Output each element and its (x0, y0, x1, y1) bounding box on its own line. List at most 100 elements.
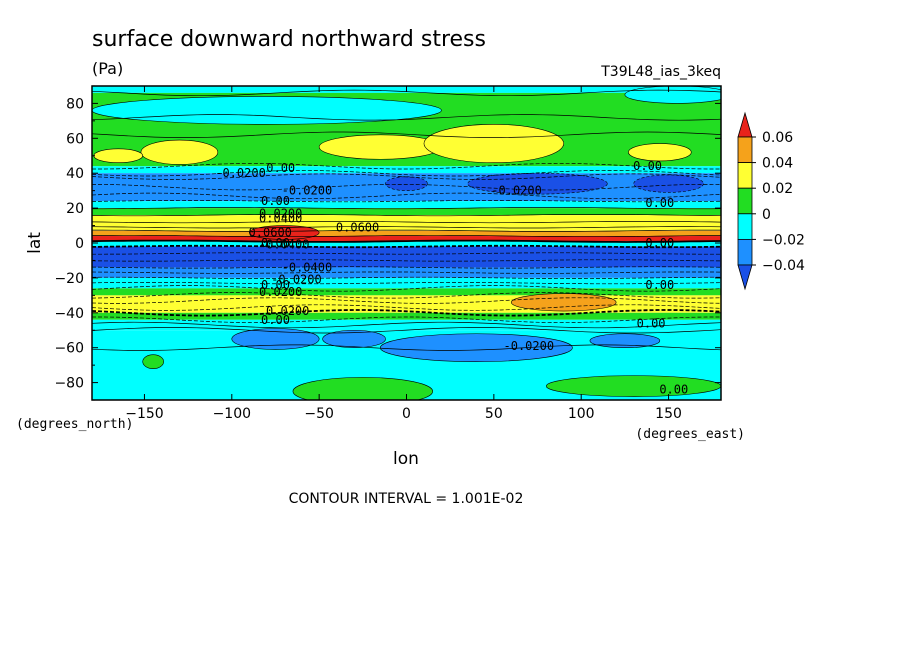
contour-line (92, 244, 721, 249)
contour-line (92, 252, 721, 255)
contour-label: 0.0400 (259, 212, 302, 226)
contour-line (92, 271, 721, 274)
x-axis-label: lon (393, 449, 419, 469)
contour-band (92, 236, 721, 242)
y-tick-label: −80 (54, 376, 84, 392)
contour-label: -0.0200 (282, 184, 333, 198)
contour-cell (140, 139, 219, 165)
contour-band (92, 166, 721, 174)
x-tick-label: 150 (655, 406, 682, 422)
y-tick-label: 60 (66, 131, 84, 147)
contour-label: 0.00 (261, 236, 290, 250)
contour-line (92, 170, 721, 177)
contour-band (92, 312, 721, 320)
contour-band (92, 241, 721, 247)
contour-label: -0.0400 (259, 238, 310, 252)
contour-cell (292, 377, 433, 400)
x-tick-label: 50 (485, 406, 503, 422)
contour-band (92, 201, 721, 209)
contour-line (92, 226, 721, 229)
contour-label: 0.00 (645, 236, 674, 250)
colorbar-swatch (737, 162, 753, 189)
contour-label: 0.00 (645, 278, 674, 292)
colorbar-label: 0.06 (762, 130, 793, 146)
colorbar-min-arrow (737, 264, 753, 291)
contour-label: 0.0200 (259, 285, 302, 299)
contour-cell (379, 333, 573, 362)
contour-band (92, 215, 721, 231)
contour-cell (624, 86, 721, 104)
y-tick-label: −60 (54, 341, 84, 357)
contour-label: 0.00 (633, 159, 662, 173)
colorbar-label: −0.02 (762, 232, 805, 248)
colorbar-label: 0 (762, 207, 771, 223)
contour-label: 0.00 (645, 196, 674, 210)
contour-line (92, 200, 721, 203)
contour-interval-footer: CONTOUR INTERVAL = 1.001E-02 (289, 491, 524, 507)
x-tick-label: 0 (402, 406, 411, 422)
colorbar-swatch (737, 187, 753, 215)
y-tick-label: −40 (54, 306, 84, 322)
contour-band (92, 246, 721, 268)
contour-line (92, 207, 721, 210)
y-tick-label: 40 (66, 166, 84, 182)
contour-cell (231, 328, 320, 350)
colorbar-max-arrow (737, 111, 753, 138)
contour-cell (248, 225, 320, 240)
contour-line (92, 163, 721, 170)
contour-line (92, 239, 721, 243)
colorbar-label: −0.04 (762, 258, 805, 274)
contour-line (92, 282, 721, 285)
contour-label: 0.00 (659, 383, 688, 397)
contour-line (92, 292, 721, 299)
contour-label: -0.0200 (215, 166, 266, 180)
contour-label: -0.0400 (282, 260, 333, 274)
colorbar: 0.06 0.04 0.02 0 −0.02 −0.04 (737, 111, 805, 291)
contour-label: 0.0200 (266, 304, 309, 318)
y-units-label: (degrees_north) (16, 417, 133, 432)
contour-line (92, 114, 721, 121)
contour-label: -0.0200 (504, 339, 555, 353)
contour-line (92, 259, 721, 262)
contour-label: 0.00 (261, 313, 290, 327)
contour-label: -0.0200 (491, 184, 542, 198)
contour-line (92, 327, 721, 334)
contour-line (92, 184, 721, 191)
contour-band (92, 267, 721, 278)
x-tick-label: −50 (304, 406, 334, 422)
contour-line (92, 276, 721, 279)
colorbar-swatch (737, 238, 753, 266)
contour-cell (633, 174, 704, 193)
contour-cell (545, 375, 721, 397)
x-units-label: (degrees_east) (635, 427, 745, 442)
contour-line (92, 214, 721, 217)
contour-line (92, 192, 721, 200)
contour-cell (93, 148, 144, 164)
chart-title: surface downward northward stress (92, 27, 486, 52)
x-tick-label: −100 (213, 406, 251, 422)
contour-band (92, 288, 721, 296)
run-label: T39L48_ias_3keq (600, 64, 721, 80)
contour-line (92, 221, 721, 224)
x-tick-label: 100 (568, 406, 595, 422)
contour-cell (142, 354, 164, 369)
contour-line (92, 304, 721, 311)
contour-cell (322, 329, 386, 349)
contour-label: 0.00 (261, 194, 290, 208)
contour-cell (385, 176, 428, 191)
contour-label: 0.00 (261, 278, 290, 292)
y-axis-label: lat (25, 232, 45, 254)
plot-area (92, 86, 721, 400)
y-tick-label: −20 (54, 271, 84, 287)
contour-line (92, 344, 721, 351)
contour-band (92, 208, 721, 216)
contour-line (92, 321, 721, 329)
contour-label: 0.0600 (249, 226, 292, 240)
units-label: (Pa) (92, 59, 123, 78)
contour-label: -0.0200 (271, 273, 322, 287)
colorbar-label: 0.04 (762, 156, 793, 172)
colorbar-label: 0.02 (762, 181, 793, 197)
contour-band (92, 319, 721, 331)
y-tick-label: 0 (75, 236, 84, 252)
contour-line (92, 297, 721, 304)
